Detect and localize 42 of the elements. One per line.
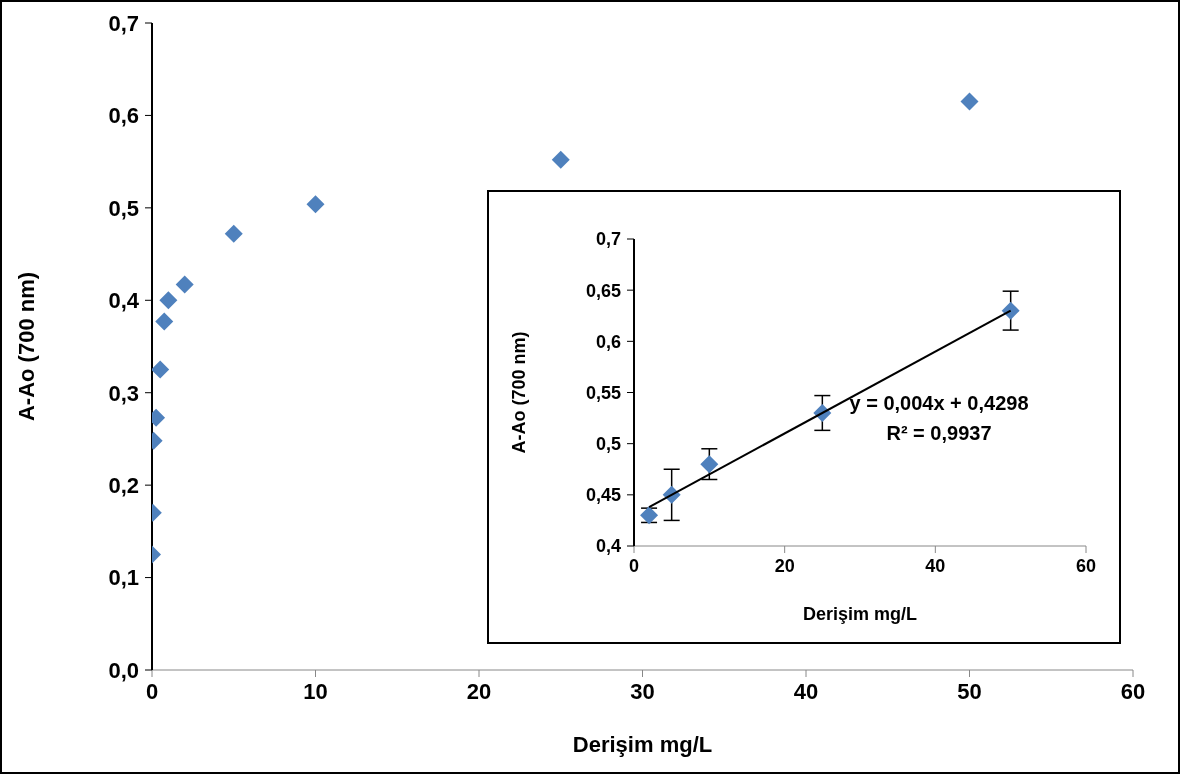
y-tick-label: 0,1 — [108, 565, 139, 591]
point — [700, 455, 719, 474]
point — [152, 360, 170, 379]
x-tick-label: 50 — [957, 678, 982, 704]
y-tick-label: 0,7 — [108, 10, 139, 36]
point — [155, 312, 174, 331]
y-tick-label: 0,6 — [108, 103, 139, 129]
x-axis-title: Derişim mg/L — [572, 732, 713, 757]
y-tick-label: 0,2 — [108, 472, 139, 498]
point — [551, 150, 570, 169]
y-tick-label: 0,4 — [595, 536, 621, 557]
x-tick-label: 60 — [1120, 678, 1146, 704]
x-tick-label: 40 — [793, 678, 819, 704]
y-tick-label: 0,6 — [595, 331, 621, 352]
y-tick-label: 0,3 — [108, 380, 139, 406]
annotation: y = 0,004x + 0,4298 — [848, 392, 1030, 415]
y-tick-label: 0,4 — [108, 288, 140, 314]
y-tick-label: 0,5 — [108, 195, 139, 221]
y-tick-label: 0,0 — [108, 657, 139, 683]
x-tick-label: 0 — [145, 678, 159, 704]
y-tick-label: 0,45 — [585, 485, 621, 506]
point — [175, 275, 194, 294]
point — [224, 224, 243, 243]
point — [159, 291, 178, 310]
x-tick-label: 20 — [774, 555, 795, 576]
x-tick-label: 10 — [303, 678, 328, 704]
y-tick-label: 0,65 — [585, 280, 621, 301]
x-axis-title: Derişim mg/L — [802, 604, 918, 624]
point — [960, 92, 979, 111]
x-tick-label: 30 — [630, 678, 655, 704]
x-tick-label: 0 — [628, 555, 640, 576]
y-tick-label: 0,55 — [585, 382, 621, 403]
point — [306, 195, 325, 214]
y-tick-label: 0,7 — [595, 229, 621, 250]
x-tick-label: 60 — [1075, 555, 1097, 576]
y-axis-title: A-Ao (700 nm) — [509, 331, 529, 454]
y-tick-label: 0,5 — [595, 434, 621, 455]
annotation: R² = 0,9937 — [885, 422, 993, 445]
point — [1001, 301, 1020, 320]
x-tick-label: 20 — [466, 678, 492, 704]
x-tick-label: 40 — [925, 555, 946, 576]
y-axis-title: A-Ao (700 nm) — [14, 271, 39, 422]
